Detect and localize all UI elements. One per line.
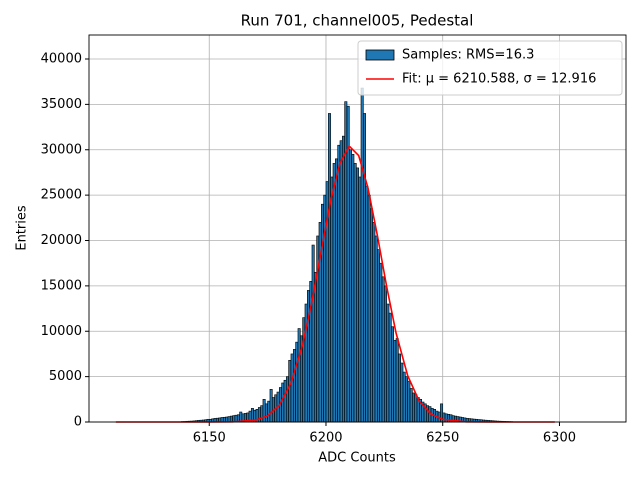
legend-box [357, 40, 623, 96]
histogram-bar [370, 208, 373, 423]
histogram-bar [295, 341, 299, 423]
histogram-bar [360, 87, 364, 423]
histogram-bar [405, 376, 408, 423]
histogram-bar [288, 359, 292, 423]
histogram-bar [330, 176, 334, 423]
histogram-bar [426, 405, 430, 423]
histogram-bar [444, 413, 448, 423]
y-tick-label: 0 [74, 415, 82, 430]
histogram-bar [398, 353, 401, 423]
histogram-bar [351, 153, 355, 423]
histogram-bar [260, 405, 264, 423]
histogram-bar [311, 244, 315, 423]
histogram-bar [337, 144, 341, 423]
histogram-bar [388, 312, 392, 423]
y-axis-label: Entries [15, 205, 30, 251]
histogram-bar [332, 163, 336, 423]
histogram-bar [290, 353, 294, 423]
fit-line [115, 144, 555, 423]
histogram-bar [358, 176, 362, 423]
histogram-bar [372, 222, 376, 423]
histogram-bar [400, 362, 404, 423]
histogram-bar [407, 380, 411, 423]
histogram-bar [281, 382, 285, 423]
x-tick-label: 6150 [193, 431, 226, 446]
histogram-bar [292, 349, 296, 423]
x-tick-label: 6200 [309, 431, 342, 446]
legend-swatch [365, 49, 395, 61]
histogram-bar [353, 163, 357, 423]
chart-title: Run 701, channel005, Pedestal [241, 12, 474, 30]
histogram-bar [386, 303, 390, 423]
y-tick-label: 30000 [41, 142, 82, 157]
histogram-bar [297, 328, 301, 423]
y-tick-label: 35000 [41, 97, 82, 112]
x-axis-label: ADC Counts [318, 451, 396, 466]
legend-label: Fit: μ = 6210.588, σ = 12.916 [402, 72, 596, 87]
histogram-bar [314, 271, 317, 423]
histogram-bar [381, 276, 385, 423]
y-tick-label: 10000 [41, 324, 82, 339]
y-tick-label: 20000 [41, 233, 82, 248]
histogram-bar [395, 338, 399, 423]
histogram-bar [409, 388, 413, 423]
histogram-bar [267, 400, 271, 423]
histogram-bar [363, 113, 366, 423]
histogram-bar [335, 158, 338, 423]
histogram-bar [269, 389, 273, 423]
histogram-bar [349, 149, 352, 423]
histogram-bar [285, 376, 289, 423]
histogram-bar [262, 399, 266, 423]
y-tick-label: 40000 [41, 52, 82, 67]
histogram-bar [379, 262, 383, 423]
histogram-bar [393, 340, 397, 423]
histogram-bar [342, 135, 345, 423]
histogram-bar [328, 113, 331, 423]
x-tick-label: 6300 [543, 431, 576, 446]
histogram-bar [367, 194, 371, 423]
x-tick-label: 6250 [426, 431, 459, 446]
histogram-bar [414, 394, 418, 423]
histogram-bar [264, 403, 268, 423]
histogram-bar [283, 379, 287, 423]
histogram-bar [356, 167, 359, 423]
y-tick-label: 15000 [41, 278, 82, 293]
histogram-bar [442, 412, 446, 423]
histogram-bar [391, 326, 394, 423]
y-tick-label: 25000 [41, 188, 82, 203]
y-tick-label: 5000 [49, 369, 82, 384]
histogram-bar [374, 235, 378, 423]
axes-frame [88, 34, 627, 423]
histogram-bar [377, 249, 380, 423]
histogram-bar [402, 371, 406, 423]
histogram-bar [384, 285, 387, 423]
legend-label: Samples: RMS=16.3 [402, 48, 534, 63]
histogram-bar [346, 105, 350, 423]
histogram-bar [339, 140, 343, 423]
histogram-bar [365, 185, 369, 423]
histogram-bar [412, 392, 416, 423]
